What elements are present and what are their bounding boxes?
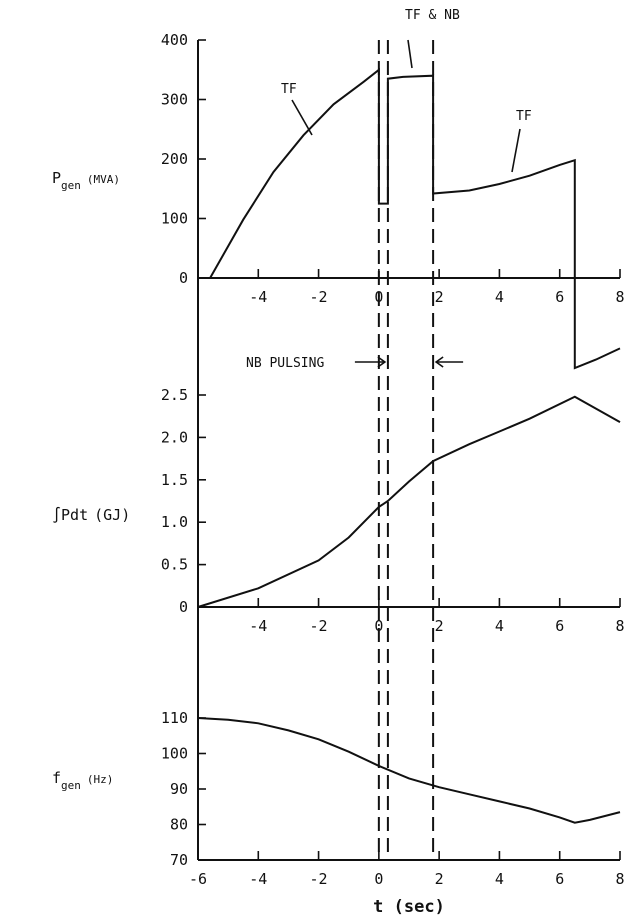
annotation-nb-pulsing: NB PULSING: [246, 356, 324, 371]
y-tick-label: 0.5: [161, 556, 188, 574]
x-tick-label: 0: [374, 870, 383, 888]
x-tick-label: 6: [555, 288, 564, 306]
y-axis-title-main: ∫Pdt: [52, 506, 88, 524]
series-line-1: [197, 395, 621, 608]
x-tick-label: 4: [495, 288, 504, 306]
y-tick-label: 110: [161, 709, 188, 727]
y-axis-title: Pgen (MVA): [52, 169, 120, 192]
x-tick-label: 6: [555, 870, 564, 888]
y-axis-title-unit: (GJ): [94, 506, 130, 524]
y-axis-title: fgen (Hz): [52, 769, 113, 792]
y-tick-label: 100: [161, 745, 188, 763]
y-tick-label: 1.5: [161, 471, 188, 489]
series-line-1: [209, 67, 621, 370]
y-axis-title: ∫Pdt (GJ): [52, 506, 130, 524]
annotation-tf-2: TF: [516, 109, 532, 124]
x-tick-label: 4: [495, 617, 504, 635]
y-tick-label: 2.5: [161, 386, 188, 404]
y-tick-label: 0: [179, 598, 188, 616]
annotation-pointer: [407, 39, 413, 69]
y-tick-label: 2.0: [161, 428, 188, 446]
x-tick-label: 2: [435, 617, 444, 635]
x-axis-title: t (sec): [373, 897, 445, 917]
x-tick-label: -2: [310, 617, 328, 635]
series-line-1: [197, 717, 621, 824]
x-tick-label: 0: [374, 617, 383, 635]
y-tick-label: 90: [170, 780, 188, 798]
y-axis-title-main: f: [52, 769, 61, 787]
panel-2: 0 0.5 1.0 1.5 2.0 2.5 -4 -2 0 2 4 6 8 ∫Pdt (GJ): [52, 386, 625, 635]
x-tick-label: 2: [435, 288, 444, 306]
panel-3: 70 80 90 100 110 -6 -4 -2 0 2 4 6 8 fgen (Hz): [52, 709, 625, 888]
y-axis-title-sub: gen: [61, 179, 81, 192]
y-axis-title-unit: (Hz): [87, 773, 114, 786]
y-tick-label: 300: [161, 91, 188, 109]
annotation-tf-nb: TF & NB: [405, 8, 460, 23]
arrowhead-left: [434, 356, 444, 368]
annotation-tf-1: TF: [281, 82, 297, 97]
y-tick-label: 70: [170, 851, 188, 869]
x-tick-label: 4: [495, 870, 504, 888]
x-tick-label: 2: [435, 870, 444, 888]
x-tick-label: 8: [615, 870, 624, 888]
x-tick-label: -2: [310, 288, 328, 306]
y-axis-title-main: P: [52, 169, 61, 187]
y-tick-label: 400: [161, 31, 188, 49]
x-tick-label: 8: [615, 617, 624, 635]
x-tick-label: 6: [555, 617, 564, 635]
annotation-pointer: [291, 99, 313, 136]
x-tick-label: 8: [615, 288, 624, 306]
y-tick-label: 80: [170, 816, 188, 834]
x-tick-label: -4: [249, 617, 267, 635]
y-tick-label: 0: [179, 269, 188, 287]
annotation-pointer: [511, 128, 521, 173]
x-tick-label: -6: [189, 870, 207, 888]
y-tick-label: 100: [161, 210, 188, 228]
x-tick-label: -4: [249, 288, 267, 306]
x-tick-label: -2: [310, 870, 328, 888]
y-axis-title-unit: (MVA): [87, 173, 120, 186]
x-tick-label: -4: [249, 870, 267, 888]
y-tick-label: 200: [161, 150, 188, 168]
arrowhead-right: [377, 356, 387, 368]
y-tick-label: 1.0: [161, 513, 188, 531]
y-axis-title-sub: gen: [61, 779, 81, 792]
